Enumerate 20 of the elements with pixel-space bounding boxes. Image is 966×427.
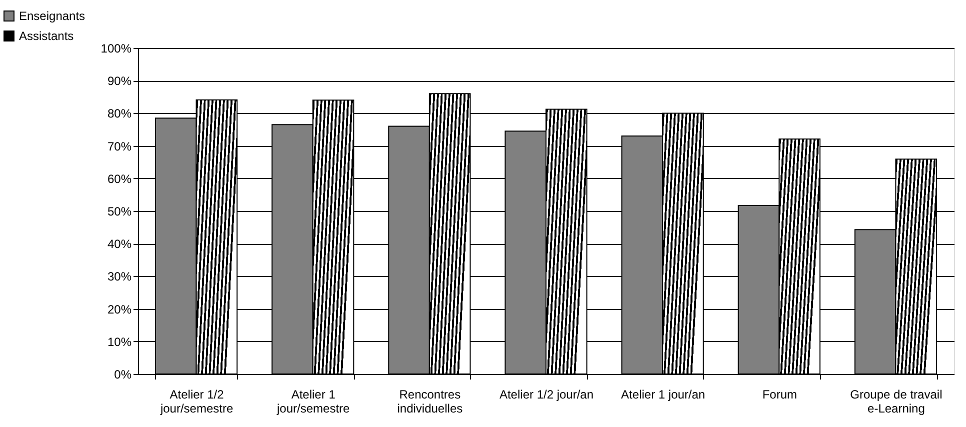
x-tick-label: Atelier 1 jour/an	[621, 388, 706, 402]
y-tick-label: 90%	[107, 74, 132, 88]
y-tick-label: 20%	[107, 302, 132, 316]
x-tick-label: Atelier 1/2 jour/semestre	[159, 388, 234, 416]
x-tick-label: Groupe de travail e-Learning	[850, 388, 942, 416]
x-tick-label: Forum	[762, 388, 797, 402]
y-tick-label: 0%	[114, 368, 132, 382]
legend-label: Assistants	[19, 29, 74, 43]
y-tick-label: 80%	[107, 106, 132, 121]
x-tick-label: Rencontres individuelles	[397, 388, 463, 416]
y-tick-label: 100%	[100, 42, 132, 56]
legend-label: Enseignants	[19, 9, 86, 23]
y-tick-label: 40%	[107, 237, 132, 252]
x-tick-label: Atelier 1/2 jour/an	[499, 388, 594, 402]
y-tick-label: 60%	[107, 172, 132, 186]
y-tick-label: 30%	[107, 270, 132, 284]
y-tick-label: 50%	[107, 204, 132, 218]
y-tick-label: 10%	[107, 334, 132, 349]
y-tick-label: 70%	[107, 139, 132, 154]
x-tick-label: Atelier 1 jour/semestre	[276, 388, 350, 416]
